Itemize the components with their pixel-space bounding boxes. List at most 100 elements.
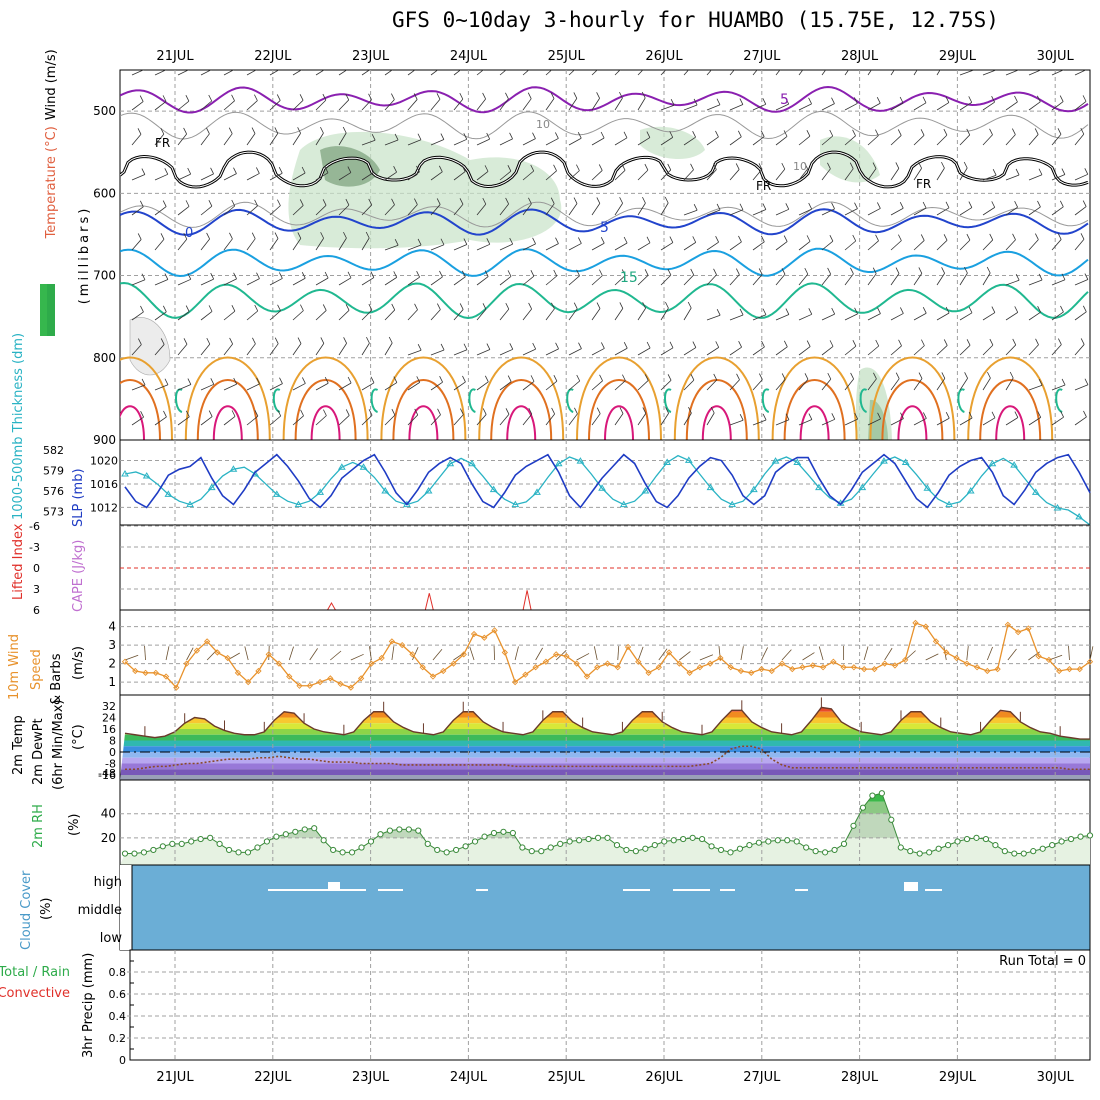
wind-barb bbox=[637, 169, 649, 181]
wind-barb bbox=[752, 103, 766, 111]
wind-barb-flag bbox=[806, 235, 811, 242]
rh-point bbox=[424, 840, 431, 847]
wind-barb bbox=[361, 99, 372, 111]
wind-barb-flag bbox=[279, 272, 283, 279]
surface-barb bbox=[330, 650, 342, 661]
wind-barb-flag bbox=[277, 409, 282, 417]
wind-barb bbox=[361, 172, 374, 181]
wind-barb-flag bbox=[991, 201, 996, 208]
wind-barb-flag bbox=[875, 129, 879, 136]
wind-barb bbox=[591, 275, 603, 286]
wind-barb bbox=[499, 414, 510, 426]
wind-barb-flag bbox=[345, 198, 350, 206]
wind-barb-flag bbox=[322, 93, 327, 101]
wind-barb bbox=[913, 378, 923, 391]
wind-barb-flag bbox=[738, 340, 742, 348]
wind-barb-flag bbox=[621, 164, 626, 171]
wind-barb-flag bbox=[895, 267, 900, 274]
surface-barb bbox=[144, 646, 146, 661]
wind-barb-flag bbox=[394, 239, 399, 246]
wind-barb-flag bbox=[760, 130, 765, 137]
wind-speed-point bbox=[819, 664, 827, 671]
wind-barb-flag bbox=[783, 235, 788, 242]
wind-barb-flag bbox=[231, 94, 235, 101]
wind-barb bbox=[223, 343, 233, 356]
wind-barb bbox=[752, 70, 758, 76]
contour-30 bbox=[897, 405, 928, 440]
wind-barb bbox=[959, 312, 973, 321]
wind-barb bbox=[1005, 134, 1016, 146]
wind-barb bbox=[430, 171, 443, 181]
wind-barb bbox=[200, 238, 210, 251]
thickness-point bbox=[489, 485, 498, 493]
wind-barb-flag bbox=[945, 96, 950, 103]
contour-30 bbox=[310, 405, 341, 440]
wind-speed-point bbox=[686, 669, 693, 676]
wind-barb bbox=[1005, 239, 1016, 251]
wind-speed-point bbox=[450, 660, 457, 667]
wind-barb-flag bbox=[972, 70, 974, 71]
contour-25 bbox=[196, 379, 259, 440]
wind-barb bbox=[798, 241, 811, 251]
wind-speed-point bbox=[214, 649, 221, 656]
wind-barb bbox=[729, 209, 744, 216]
wind-barb-flag bbox=[644, 374, 649, 381]
rh-point bbox=[197, 835, 204, 843]
wind-barb-flag bbox=[877, 202, 881, 209]
wind-barb bbox=[775, 241, 788, 251]
rh-point bbox=[661, 838, 668, 845]
wind-barb-flag bbox=[854, 412, 859, 420]
wind-barb bbox=[1074, 70, 1087, 76]
wind-barb-flag bbox=[368, 303, 373, 311]
lifted-index-spikes bbox=[327, 590, 532, 611]
thickness-point bbox=[815, 483, 823, 491]
rh-point bbox=[301, 826, 308, 833]
wind-barb bbox=[660, 413, 669, 426]
wind-barb bbox=[752, 274, 763, 286]
wind-tick: 1 bbox=[108, 675, 116, 689]
wind-barb bbox=[798, 379, 809, 391]
wind-barb-flag bbox=[1012, 128, 1016, 135]
wind-barb bbox=[683, 70, 690, 76]
wind-barb-flag bbox=[553, 164, 557, 171]
wind-barb bbox=[637, 97, 646, 111]
wind-barb-flag bbox=[599, 269, 603, 276]
wind-barb-flag bbox=[505, 408, 510, 415]
rh-point bbox=[225, 846, 233, 854]
wind-barb bbox=[384, 99, 395, 111]
thickness-point bbox=[424, 487, 433, 494]
wind-barb-flag bbox=[345, 93, 350, 101]
wind-barb-flag bbox=[210, 272, 215, 280]
wind-barb-flag bbox=[991, 306, 996, 313]
wind-barb bbox=[568, 170, 580, 181]
wind-speed-point bbox=[768, 667, 775, 675]
wind-barb bbox=[430, 70, 439, 76]
wind-barb-flag bbox=[252, 337, 256, 344]
wind-barb bbox=[1028, 101, 1041, 111]
wind-barb-flag bbox=[596, 92, 600, 99]
wind-barb bbox=[476, 138, 490, 146]
surface-barb bbox=[350, 653, 364, 661]
wind-barb-flag bbox=[619, 407, 624, 414]
wind-barb-flag bbox=[808, 97, 812, 105]
wind-barb bbox=[867, 240, 879, 251]
wind-barb bbox=[338, 70, 348, 76]
wind-barb-flag bbox=[1085, 63, 1088, 69]
rh-point bbox=[282, 831, 289, 838]
contour-label-0: 0 bbox=[185, 226, 193, 241]
wind-barb bbox=[1028, 384, 1043, 391]
wind-barb bbox=[545, 243, 559, 251]
rh-point bbox=[992, 842, 999, 849]
wind-barb bbox=[844, 240, 856, 251]
wind-barb bbox=[246, 310, 258, 321]
wind-barb bbox=[729, 419, 744, 426]
wind-barb-flag bbox=[690, 163, 694, 170]
wind-barb-flag bbox=[918, 267, 923, 274]
wind-barb bbox=[660, 379, 672, 391]
wind-barb-flag bbox=[229, 337, 233, 345]
contour-30 bbox=[120, 405, 145, 440]
wind-barb-flag bbox=[1039, 64, 1042, 70]
rh-point bbox=[471, 838, 479, 845]
wind-speed-point bbox=[1056, 667, 1063, 675]
contour-15 bbox=[175, 388, 183, 413]
